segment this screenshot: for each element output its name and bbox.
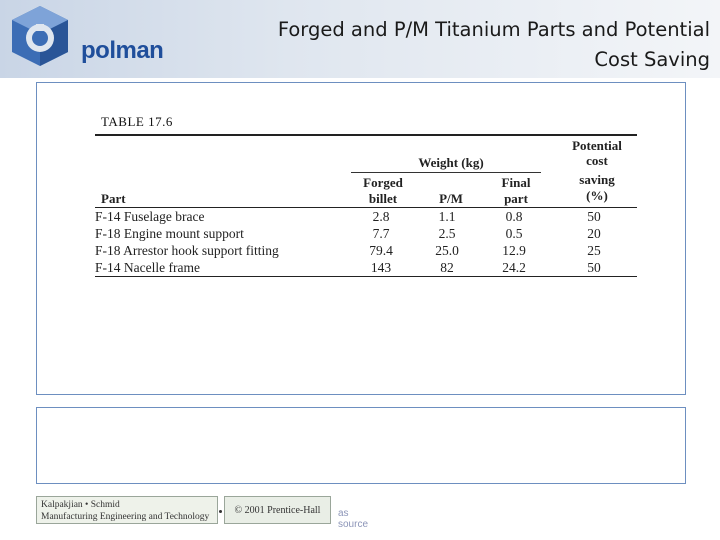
header-forged: Forged xyxy=(363,174,403,190)
header-potential: Potential xyxy=(572,137,622,153)
cell-final: 0.5 xyxy=(505,225,523,241)
footer-authors: Kalpakjian • Schmid xyxy=(41,500,120,510)
table-bottom-rule xyxy=(95,275,637,278)
footer-source: as source xyxy=(338,508,369,530)
header-cost: cost xyxy=(586,152,608,168)
cell-pm: 25.0 xyxy=(435,242,459,258)
cell-part: F-14 Nacelle frame xyxy=(95,259,200,275)
cell-pm: 82 xyxy=(440,259,454,275)
cell-saving: 25 xyxy=(587,242,601,258)
cell-final: 12.9 xyxy=(502,242,526,258)
cell-final: 0.8 xyxy=(505,208,523,224)
cell-part: F-14 Fuselage brace xyxy=(95,208,205,224)
cell-forged: 143 xyxy=(370,259,392,275)
cell-saving: 50 xyxy=(587,208,601,224)
footer-bullet xyxy=(219,510,222,513)
weight-group-rule xyxy=(351,171,541,173)
bottom-frame xyxy=(36,407,686,484)
table-body: F-14 Fuselage brace 2.8 1.1 0.8 50 F-18 … xyxy=(95,208,637,276)
cube-logo-icon xyxy=(12,6,68,66)
header-final: Final xyxy=(501,174,531,190)
table-header: Potential cost saving (%) Weight (kg) Fo… xyxy=(95,136,637,207)
table-header-rule xyxy=(95,206,637,208)
cell-final: 24.2 xyxy=(502,259,526,275)
polman-logo: polman xyxy=(6,4,176,70)
cell-pm: 1.1 xyxy=(438,208,456,224)
header-saving-unit: (%) xyxy=(586,187,608,203)
slide-title: Forged and P/M Titanium Parts and Potent… xyxy=(277,18,710,71)
table-row: F-14 Fuselage brace 2.8 1.1 0.8 50 xyxy=(95,208,637,225)
header-weight: Weight (kg) xyxy=(418,154,484,170)
table-top-rule xyxy=(95,134,637,136)
cell-forged: 79.4 xyxy=(369,242,393,258)
header-part: Part xyxy=(101,190,126,206)
header-billet: billet xyxy=(368,190,398,206)
header-final-part: part xyxy=(504,190,528,206)
cell-pm: 2.5 xyxy=(438,225,456,241)
data-table: TABLE 17.6 Potential cost saving (%) Wei… xyxy=(95,114,637,278)
footer-book-title: Manufacturing Engineering and Technology xyxy=(41,512,210,522)
cell-forged: 2.8 xyxy=(372,208,390,224)
cell-forged: 7.7 xyxy=(372,225,390,241)
footer-book-credit: Kalpakjian • Schmid Manufacturing Engine… xyxy=(36,496,218,524)
logo-text: polman xyxy=(81,37,164,64)
table-row: F-14 Nacelle frame 143 82 24.2 50 xyxy=(95,259,637,276)
table-row: F-18 Arrestor hook support fitting 79.4 … xyxy=(95,242,637,259)
header-saving: saving xyxy=(579,171,615,187)
table-caption: TABLE 17.6 xyxy=(101,114,173,129)
cell-saving: 20 xyxy=(587,225,601,241)
cell-saving: 50 xyxy=(587,259,601,275)
header-band xyxy=(0,0,720,78)
footer-copyright: © 2001 Prentice-Hall xyxy=(224,496,331,524)
cell-part: F-18 Arrestor hook support fitting xyxy=(95,242,279,258)
cell-part: F-18 Engine mount support xyxy=(95,225,244,241)
table-row: F-18 Engine mount support 7.7 2.5 0.5 20 xyxy=(95,225,637,242)
header-pm: P/M xyxy=(439,190,463,206)
